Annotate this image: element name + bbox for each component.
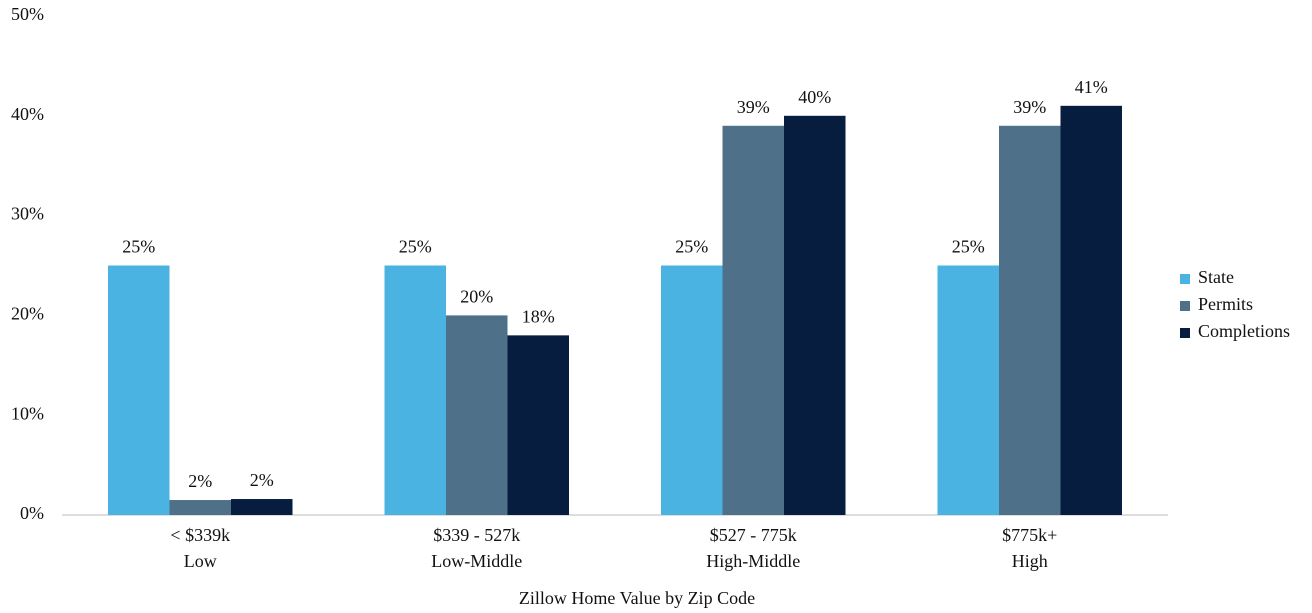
value-label: 40%: [798, 87, 831, 107]
legend-label: State: [1198, 267, 1234, 287]
bar: [937, 265, 999, 515]
bar: [231, 499, 293, 515]
x-tick-label: Low-Middle: [431, 551, 522, 571]
x-tick-label: $339 - 527k: [433, 525, 520, 545]
y-tick-label: 50%: [11, 4, 44, 24]
bar: [784, 115, 846, 516]
x-axis-label: Zillow Home Value by Zip Code: [519, 588, 755, 608]
legend-label: Permits: [1198, 294, 1253, 314]
bar: [108, 265, 170, 515]
bar: [999, 125, 1061, 515]
value-label: 25%: [675, 237, 708, 257]
value-label: 39%: [1013, 97, 1046, 117]
bar: [446, 315, 508, 515]
bar: [1060, 105, 1122, 515]
bar: [722, 125, 784, 515]
y-tick-label: 40%: [11, 104, 44, 124]
value-label: 25%: [399, 237, 432, 257]
legend-swatch: [1180, 274, 1190, 284]
x-tick-label: $775k+: [1002, 525, 1057, 545]
legend-label: Completions: [1198, 321, 1290, 341]
x-tick-label: High: [1012, 551, 1048, 571]
value-label: 25%: [952, 237, 985, 257]
y-tick-label: 0%: [20, 503, 44, 523]
value-label: 41%: [1075, 77, 1108, 97]
bar: [169, 500, 231, 515]
value-label: 18%: [522, 306, 555, 326]
bar: [661, 265, 723, 515]
x-tick-label: Low: [184, 551, 217, 571]
bar: [384, 265, 446, 515]
y-tick-label: 10%: [11, 403, 44, 423]
bar: [507, 335, 569, 515]
value-label: 2%: [188, 471, 212, 491]
value-label: 39%: [737, 97, 770, 117]
y-tick-label: 20%: [11, 304, 44, 324]
legend-swatch: [1180, 301, 1190, 311]
value-label: 2%: [250, 470, 274, 490]
x-tick-label: $527 - 775k: [710, 525, 797, 545]
y-tick-label: 30%: [11, 204, 44, 224]
value-label: 20%: [460, 287, 493, 307]
value-label: 25%: [122, 237, 155, 257]
legend-swatch: [1180, 328, 1190, 338]
x-tick-label: High-Middle: [706, 551, 800, 571]
x-tick-label: < $339k: [170, 525, 230, 545]
